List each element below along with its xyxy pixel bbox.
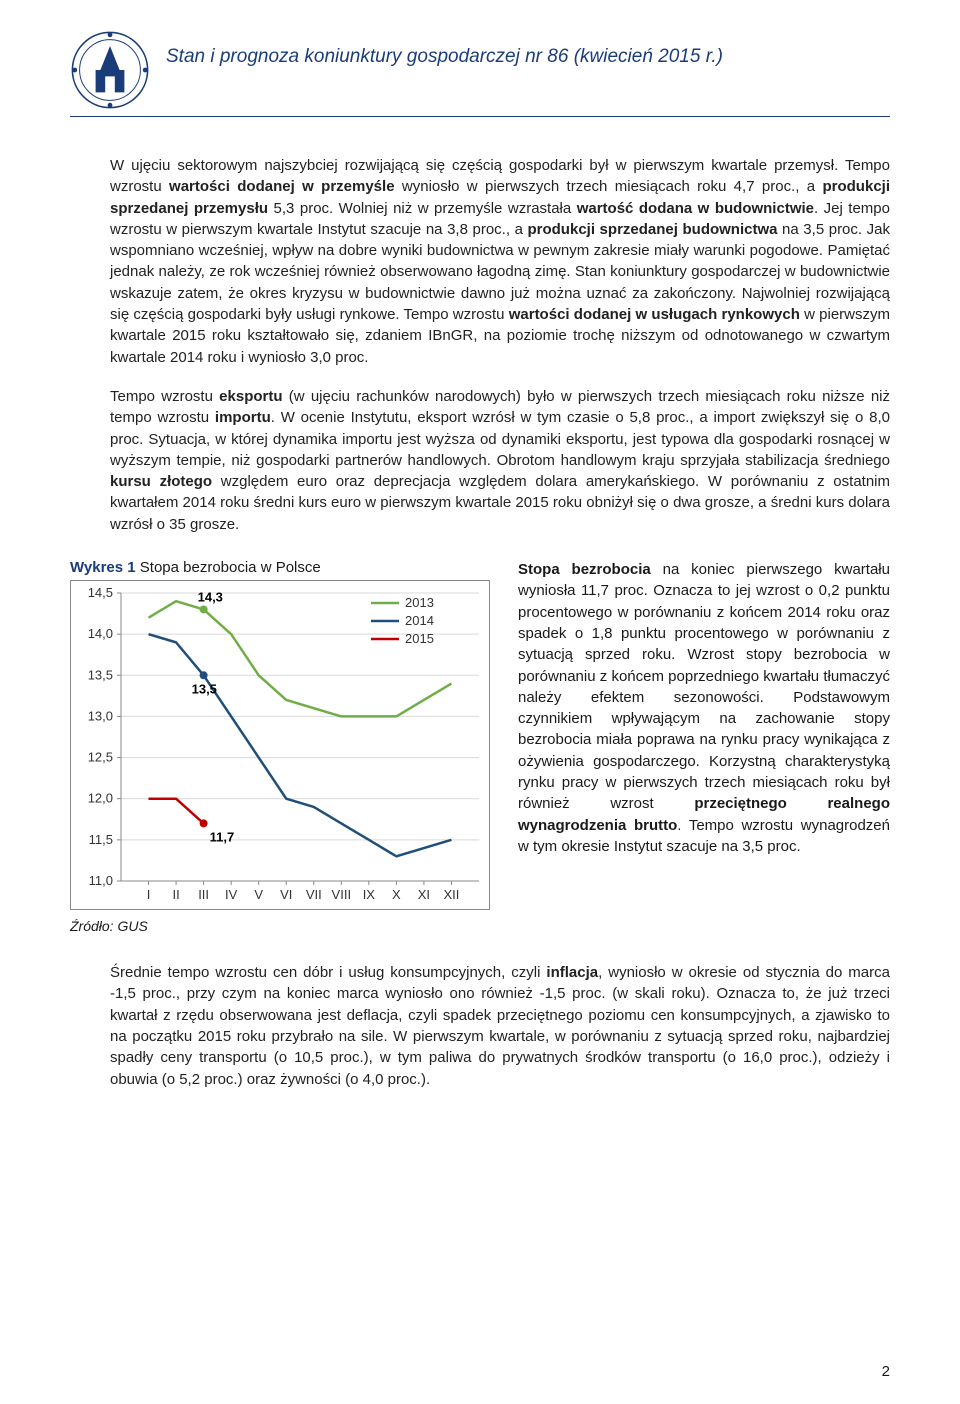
page-number: 2 <box>882 1363 890 1380</box>
svg-text:X: X <box>392 887 401 902</box>
paragraph-3: Średnie tempo wzrostu cen dóbr i usług k… <box>110 962 890 1090</box>
document-header: Stan i prognoza koniunktury gospodarczej… <box>70 30 890 110</box>
svg-text:VII: VII <box>306 887 322 902</box>
institute-logo <box>70 30 150 110</box>
svg-text:XI: XI <box>418 887 430 902</box>
header-title: Stan i prognoza koniunktury gospodarczej… <box>166 30 723 68</box>
chart-title: Wykres 1 Stopa bezrobocia w Polsce <box>70 559 490 576</box>
bold-term: eksportu <box>219 388 282 405</box>
bold-term: wartości dodanej w przemyśle <box>169 178 395 195</box>
text: 5,3 proc. Wolniej niż w przemyśle wzrast… <box>268 200 577 217</box>
text: wyniosło w pierwszych trzech miesiącach … <box>395 178 823 195</box>
unemployment-chart: 11,011,512,012,513,013,514,014,5IIIIIIIV… <box>70 580 490 910</box>
side-text-column: Stopa bezrobocia na koniec pierwszego kw… <box>518 559 890 934</box>
svg-text:V: V <box>254 887 263 902</box>
bold-term: inflacja <box>546 964 598 981</box>
bold-term: wartość dodana w budownictwie <box>577 200 814 217</box>
svg-text:11,0: 11,0 <box>89 873 113 888</box>
svg-text:IX: IX <box>363 887 376 902</box>
svg-text:13,5: 13,5 <box>88 667 113 682</box>
svg-text:11,5: 11,5 <box>89 832 113 847</box>
svg-text:XII: XII <box>444 887 460 902</box>
svg-text:13,0: 13,0 <box>88 708 113 723</box>
svg-text:2015: 2015 <box>405 631 434 646</box>
side-paragraph: Stopa bezrobocia na koniec pierwszego kw… <box>518 559 890 857</box>
text: , wyniosło w okresie od stycznia do marc… <box>110 964 890 1087</box>
svg-text:11,7: 11,7 <box>210 829 235 844</box>
svg-text:III: III <box>198 887 209 902</box>
chart-title-text: Stopa bezrobocia w Polsce <box>140 559 321 576</box>
svg-text:12,0: 12,0 <box>88 791 113 806</box>
text: na koniec pierwszego kwartału wyniosła 1… <box>518 561 890 812</box>
text: Tempo wzrostu <box>110 388 219 405</box>
paragraph-1: W ujęciu sektorowym najszybciej rozwijaj… <box>110 155 890 368</box>
svg-text:14,0: 14,0 <box>88 626 113 641</box>
paragraph-2: Tempo wzrostu eksportu (w ujęciu rachunk… <box>110 386 890 535</box>
svg-text:II: II <box>172 887 179 902</box>
bold-term: wartości dodanej w usługach rynkowych <box>509 306 800 323</box>
svg-text:13,5: 13,5 <box>192 681 217 696</box>
bold-term: importu <box>215 409 271 426</box>
svg-text:14,3: 14,3 <box>198 590 223 605</box>
svg-text:VIII: VIII <box>332 887 352 902</box>
svg-text:12,5: 12,5 <box>88 750 113 765</box>
text: względem euro oraz deprecjacja względem … <box>110 473 890 533</box>
svg-text:14,5: 14,5 <box>88 585 113 600</box>
chart-source: Źródło: GUS <box>70 918 490 934</box>
chart-and-text-row: Wykres 1 Stopa bezrobocia w Polsce 11,0 1… <box>70 559 890 934</box>
chart-column: Wykres 1 Stopa bezrobocia w Polsce 11,0 1… <box>70 559 490 934</box>
svg-text:2014: 2014 <box>405 613 434 628</box>
header-rule <box>70 116 890 117</box>
svg-text:I: I <box>147 887 151 902</box>
bold-term: kursu złotego <box>110 473 212 490</box>
text: Średnie tempo wzrostu cen dóbr i usług k… <box>110 964 546 981</box>
chart-title-prefix: Wykres 1 <box>70 559 140 576</box>
bold-term: produkcji sprzedanej budownictwa <box>527 221 777 238</box>
svg-text:VI: VI <box>280 887 292 902</box>
svg-text:2013: 2013 <box>405 595 434 610</box>
svg-text:IV: IV <box>225 887 238 902</box>
bold-term: Stopa bezrobocia <box>518 561 651 578</box>
